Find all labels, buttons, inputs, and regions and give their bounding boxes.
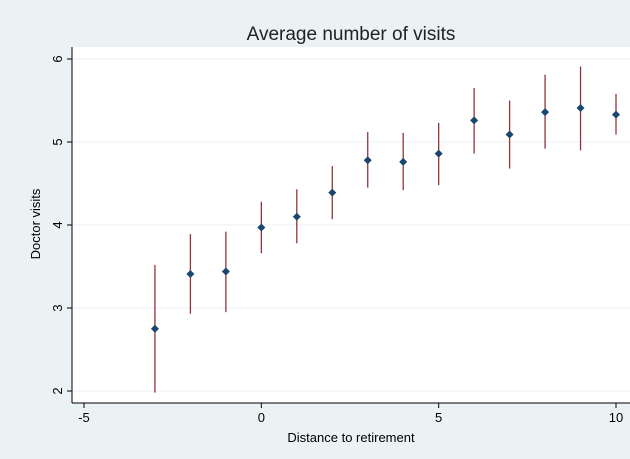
data-point — [292, 212, 301, 221]
y-tick-label: 3 — [50, 304, 65, 311]
y-tick-label: 6 — [50, 55, 65, 62]
grid-layer — [72, 58, 630, 392]
data-point — [505, 130, 514, 139]
data-point — [470, 116, 479, 125]
x-axis-label: Distance to retirement — [287, 430, 415, 445]
data-point — [328, 188, 337, 197]
data-point — [541, 108, 550, 117]
y-tick-label: 2 — [50, 387, 65, 394]
y-tick-label: 4 — [50, 221, 65, 228]
x-tick-label: -5 — [78, 410, 90, 425]
data-point — [150, 324, 159, 333]
data-point — [576, 103, 585, 112]
axis-layer: 2 3 4 5 6 -5 0 5 10 — [50, 47, 630, 425]
data-point — [399, 157, 408, 166]
x-tick-label: 5 — [435, 410, 442, 425]
data-point — [612, 110, 620, 119]
y-axis-label: Doctor visits — [28, 188, 43, 259]
x-tick-label: 0 — [258, 410, 265, 425]
y-tick-label: 5 — [50, 138, 65, 145]
data-point — [363, 156, 372, 165]
data-point — [221, 267, 230, 276]
data-markers — [150, 103, 620, 333]
x-tick-label: 10 — [609, 410, 623, 425]
chart-title: Average number of visits — [247, 24, 456, 45]
data-point — [186, 269, 195, 278]
data-point — [257, 223, 266, 232]
data-point — [434, 149, 443, 158]
